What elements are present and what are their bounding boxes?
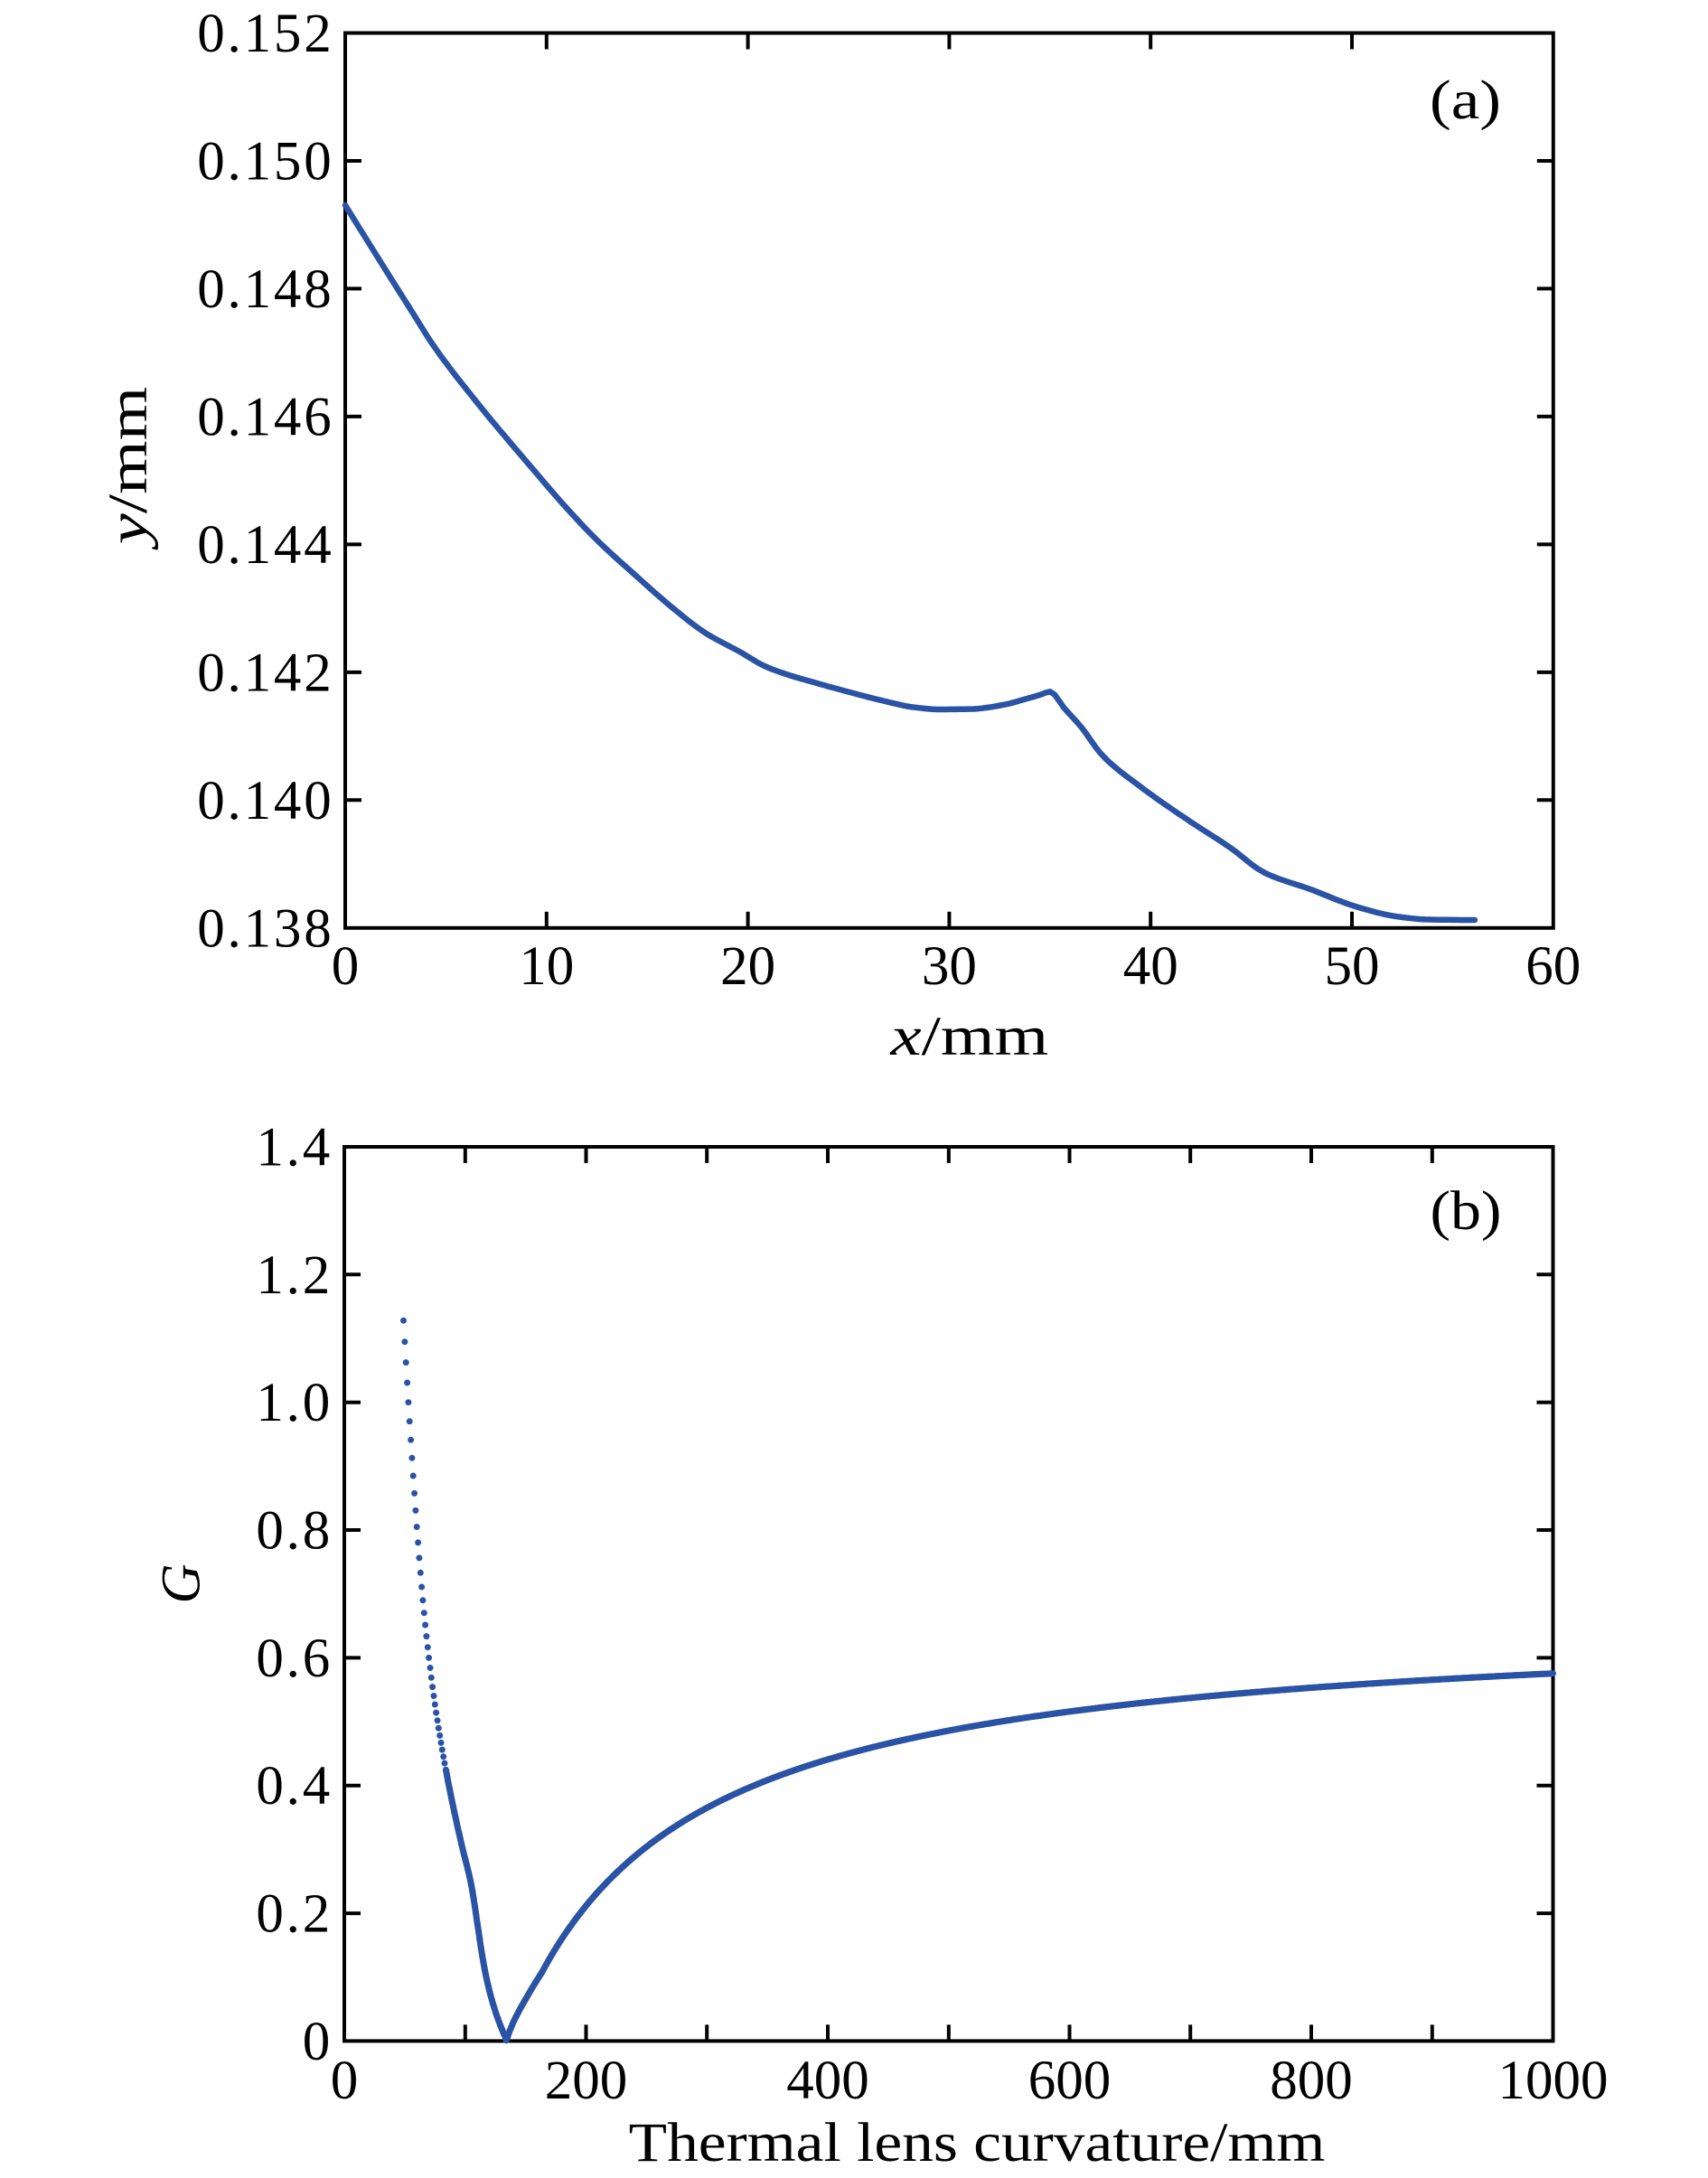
svg-text:0.148: 0.148 xyxy=(197,259,333,320)
svg-text:400: 400 xyxy=(786,2051,869,2111)
svg-text:1.0: 1.0 xyxy=(256,1373,333,1433)
svg-text:0.138: 0.138 xyxy=(197,898,333,959)
svg-text:10: 10 xyxy=(519,936,574,997)
svg-text:30: 30 xyxy=(922,936,977,997)
svg-text:20: 20 xyxy=(720,936,775,997)
svg-text:y/mm: y/mm xyxy=(99,387,159,551)
svg-text:600: 600 xyxy=(1028,2051,1112,2111)
svg-text:0.144: 0.144 xyxy=(197,515,333,576)
svg-text:0.2: 0.2 xyxy=(256,1884,333,1945)
svg-text:(b): (b) xyxy=(1431,1181,1502,1242)
svg-text:0.140: 0.140 xyxy=(197,771,333,831)
svg-text:G: G xyxy=(152,1563,212,1603)
svg-text:x/mm: x/mm xyxy=(889,1007,1048,1067)
svg-text:0: 0 xyxy=(331,2051,359,2111)
svg-text:0: 0 xyxy=(332,936,360,997)
svg-text:0.142: 0.142 xyxy=(197,643,333,703)
svg-text:Thermal lens curvature/mm: Thermal lens curvature/mm xyxy=(629,2113,1326,2173)
svg-text:50: 50 xyxy=(1325,936,1380,997)
svg-text:0.146: 0.146 xyxy=(197,387,333,447)
svg-text:40: 40 xyxy=(1123,936,1178,997)
svg-text:1000: 1000 xyxy=(1498,2051,1609,2111)
svg-text:800: 800 xyxy=(1270,2051,1353,2111)
svg-text:200: 200 xyxy=(545,2051,628,2111)
svg-text:0.150: 0.150 xyxy=(197,132,333,192)
svg-text:1.4: 1.4 xyxy=(256,1118,333,1178)
svg-text:0.6: 0.6 xyxy=(256,1629,333,1689)
svg-text:0.8: 0.8 xyxy=(256,1501,333,1562)
svg-text:(a): (a) xyxy=(1430,70,1501,131)
svg-text:0.4: 0.4 xyxy=(256,1756,333,1817)
svg-text:0.152: 0.152 xyxy=(197,4,333,64)
svg-text:60: 60 xyxy=(1525,936,1581,997)
svg-text:1.2: 1.2 xyxy=(256,1245,333,1306)
svg-text:0: 0 xyxy=(303,2012,333,2072)
